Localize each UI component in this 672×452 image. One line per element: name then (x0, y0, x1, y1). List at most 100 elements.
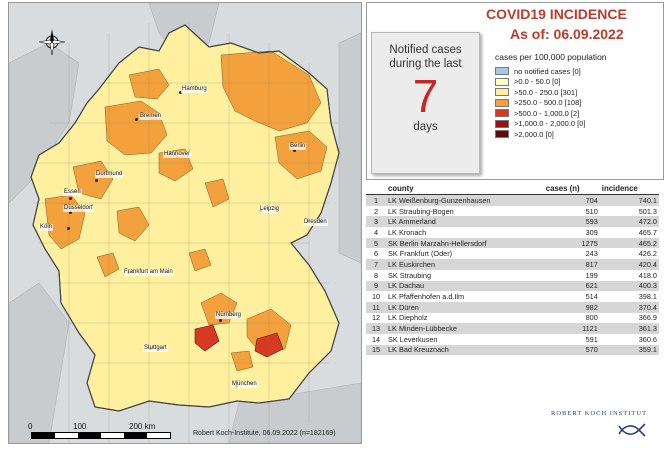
city-label: Essen (63, 189, 82, 196)
cell-county: LK Düren (386, 301, 544, 313)
cell-county: LK Pfaffenhofen a.d.Ilm (386, 291, 544, 302)
cell-rank: 1 (366, 194, 386, 206)
table-row: 6 SK Frankfurt (Oder) 243 426.2 (366, 248, 659, 260)
cell-rank: 14 (366, 333, 386, 345)
table-row: 11 LK Düren 982 370.4 (366, 301, 659, 313)
cell-county: LK Euskirchen (386, 259, 544, 270)
city-label: Frankfurt am Main (123, 269, 174, 276)
cell-cases: 800 (543, 312, 600, 324)
city-label: Dresden (303, 219, 328, 226)
cell-rank: 3 (366, 216, 386, 228)
map-credit: Robert Koch-Institute, 06.09.2022 (n=182… (193, 430, 336, 437)
legend-label: >0.0 - 50.0 [0] (514, 77, 561, 87)
legend-label: >2,000.0 [0] (514, 129, 554, 139)
cell-incidence: 398.1 (599, 291, 659, 302)
city-label: Leipzig (259, 206, 281, 213)
cell-rank: 13 (366, 323, 386, 334)
period-days-value: 7 (412, 70, 439, 122)
cell-county: LK Bad Kreuznach (386, 344, 544, 356)
table-row: 2 LK Straubing-Bogen 510 501.3 (366, 205, 659, 217)
legend-item: >2,000.0 [0] (495, 129, 586, 140)
table-row: 9 LK Dachau 621 400.3 (366, 280, 659, 292)
city-label: München (231, 381, 258, 388)
cell-incidence: 359.1 (599, 344, 659, 356)
cell-cases: 704 (543, 194, 600, 206)
city-label: Bremen (139, 113, 163, 120)
cell-rank: 9 (366, 280, 386, 292)
city-label: Stuttgart (143, 345, 168, 352)
period-text-bottom: days (413, 121, 438, 133)
legend-item: >1,000.0 - 2,000.0 [0] (495, 119, 586, 130)
cell-incidence: 426.2 (599, 248, 659, 260)
cell-incidence: 361.3 (599, 323, 659, 334)
legend-label: no notified cases [0] (514, 66, 581, 76)
cell-cases: 309 (543, 227, 600, 238)
table-row: 8 SK Straubing 199 418.0 (366, 269, 659, 281)
cell-cases: 570 (543, 344, 600, 356)
city-label: Köln (39, 224, 54, 231)
table-row: 12 LK Diepholz 800 366.9 (366, 312, 659, 324)
cell-incidence: 420.4 (599, 259, 659, 270)
city-label: Dortmund (95, 171, 124, 178)
header-county: county (386, 183, 544, 195)
cell-cases: 510 (543, 205, 600, 217)
table-row: 5 SK Berlin Marzahn-Hellersdorf 1275 465.2 (366, 237, 659, 249)
legend-label: >50.0 - 250.0 [301] (514, 87, 578, 97)
compass-icon (39, 29, 65, 55)
cell-incidence: 360.6 (599, 333, 659, 345)
legend-swatch (495, 88, 509, 97)
legend-caption: cases per 100,000 population (495, 52, 607, 62)
table-row: 4 LK Kronach 309 465.7 (366, 227, 659, 238)
title-incidence: COVID19 INCIDENCE (486, 6, 627, 22)
cell-incidence: 370.4 (599, 301, 659, 313)
cell-county: LK Weißenburg-Gunzenhausen (386, 194, 544, 206)
cell-incidence: 418.0 (599, 269, 659, 281)
cell-rank: 11 (366, 301, 386, 313)
scale-label-mid: 100 (73, 422, 87, 431)
table-row: 13 LK Minden-Lübbecke 1121 361.3 (366, 323, 659, 334)
cell-rank: 12 (366, 312, 386, 324)
legend-label: >500.0 - 1,000.0 [2] (514, 108, 580, 118)
legend-swatch (495, 109, 509, 118)
scale-bar (31, 432, 171, 439)
period-text-line1: Notified cases (389, 44, 462, 56)
legend-swatch (495, 67, 509, 76)
city-label: Hannover (163, 151, 192, 158)
cell-rank: 5 (366, 237, 386, 249)
cell-cases: 591 (543, 333, 600, 345)
cell-county: SK Frankfurt (Oder) (386, 248, 544, 260)
legend-item: >500.0 - 1,000.0 [2] (495, 108, 586, 119)
legend-swatch (495, 77, 509, 86)
cell-cases: 982 (543, 301, 600, 313)
city-label: Hamburg (181, 86, 208, 93)
cell-cases: 1275 (543, 237, 600, 249)
legend-label: >1,000.0 - 2,000.0 [0] (514, 119, 586, 129)
cell-rank: 7 (366, 259, 386, 270)
cell-county: LK Ammerland (386, 216, 544, 228)
city-label: Nürnberg (215, 312, 243, 319)
cell-county: LK Diepholz (386, 312, 544, 324)
cell-county: LK Kronach (386, 227, 544, 238)
cell-rank: 2 (366, 205, 386, 217)
county-table: county cases (n) incidence 1 LK Weißenbur… (366, 183, 659, 356)
cell-cases: 593 (543, 216, 600, 228)
cell-cases: 1121 (543, 323, 600, 334)
scale-label-start: 0 (28, 422, 33, 431)
cell-cases: 621 (543, 280, 600, 292)
legend-swatch (495, 98, 509, 107)
table-row: 15 LK Bad Kreuznach 570 359.1 (366, 344, 659, 356)
rki-wordmark: ROBERT KOCH INSTITUT (551, 410, 648, 417)
period-panel: Notified cases during the last 7 days (371, 32, 480, 174)
cell-rank: 4 (366, 227, 386, 238)
scale-label-end: 200 km (129, 422, 156, 431)
legend-list: no notified cases [0] >0.0 - 50.0 [0] >5… (495, 66, 586, 140)
cell-county: SK Leverkusen (386, 333, 544, 345)
cell-cases: 243 (543, 248, 600, 260)
cell-county: LK Dachau (386, 280, 544, 292)
cell-incidence: 472.0 (599, 216, 659, 228)
table-row: 7 LK Euskirchen 817 420.4 (366, 259, 659, 270)
legend-swatch (495, 130, 509, 139)
cell-county: SK Berlin Marzahn-Hellersdorf (386, 237, 544, 249)
cell-county: LK Straubing-Bogen (386, 205, 544, 217)
table-row: 14 SK Leverkusen 591 360.6 (366, 333, 659, 345)
